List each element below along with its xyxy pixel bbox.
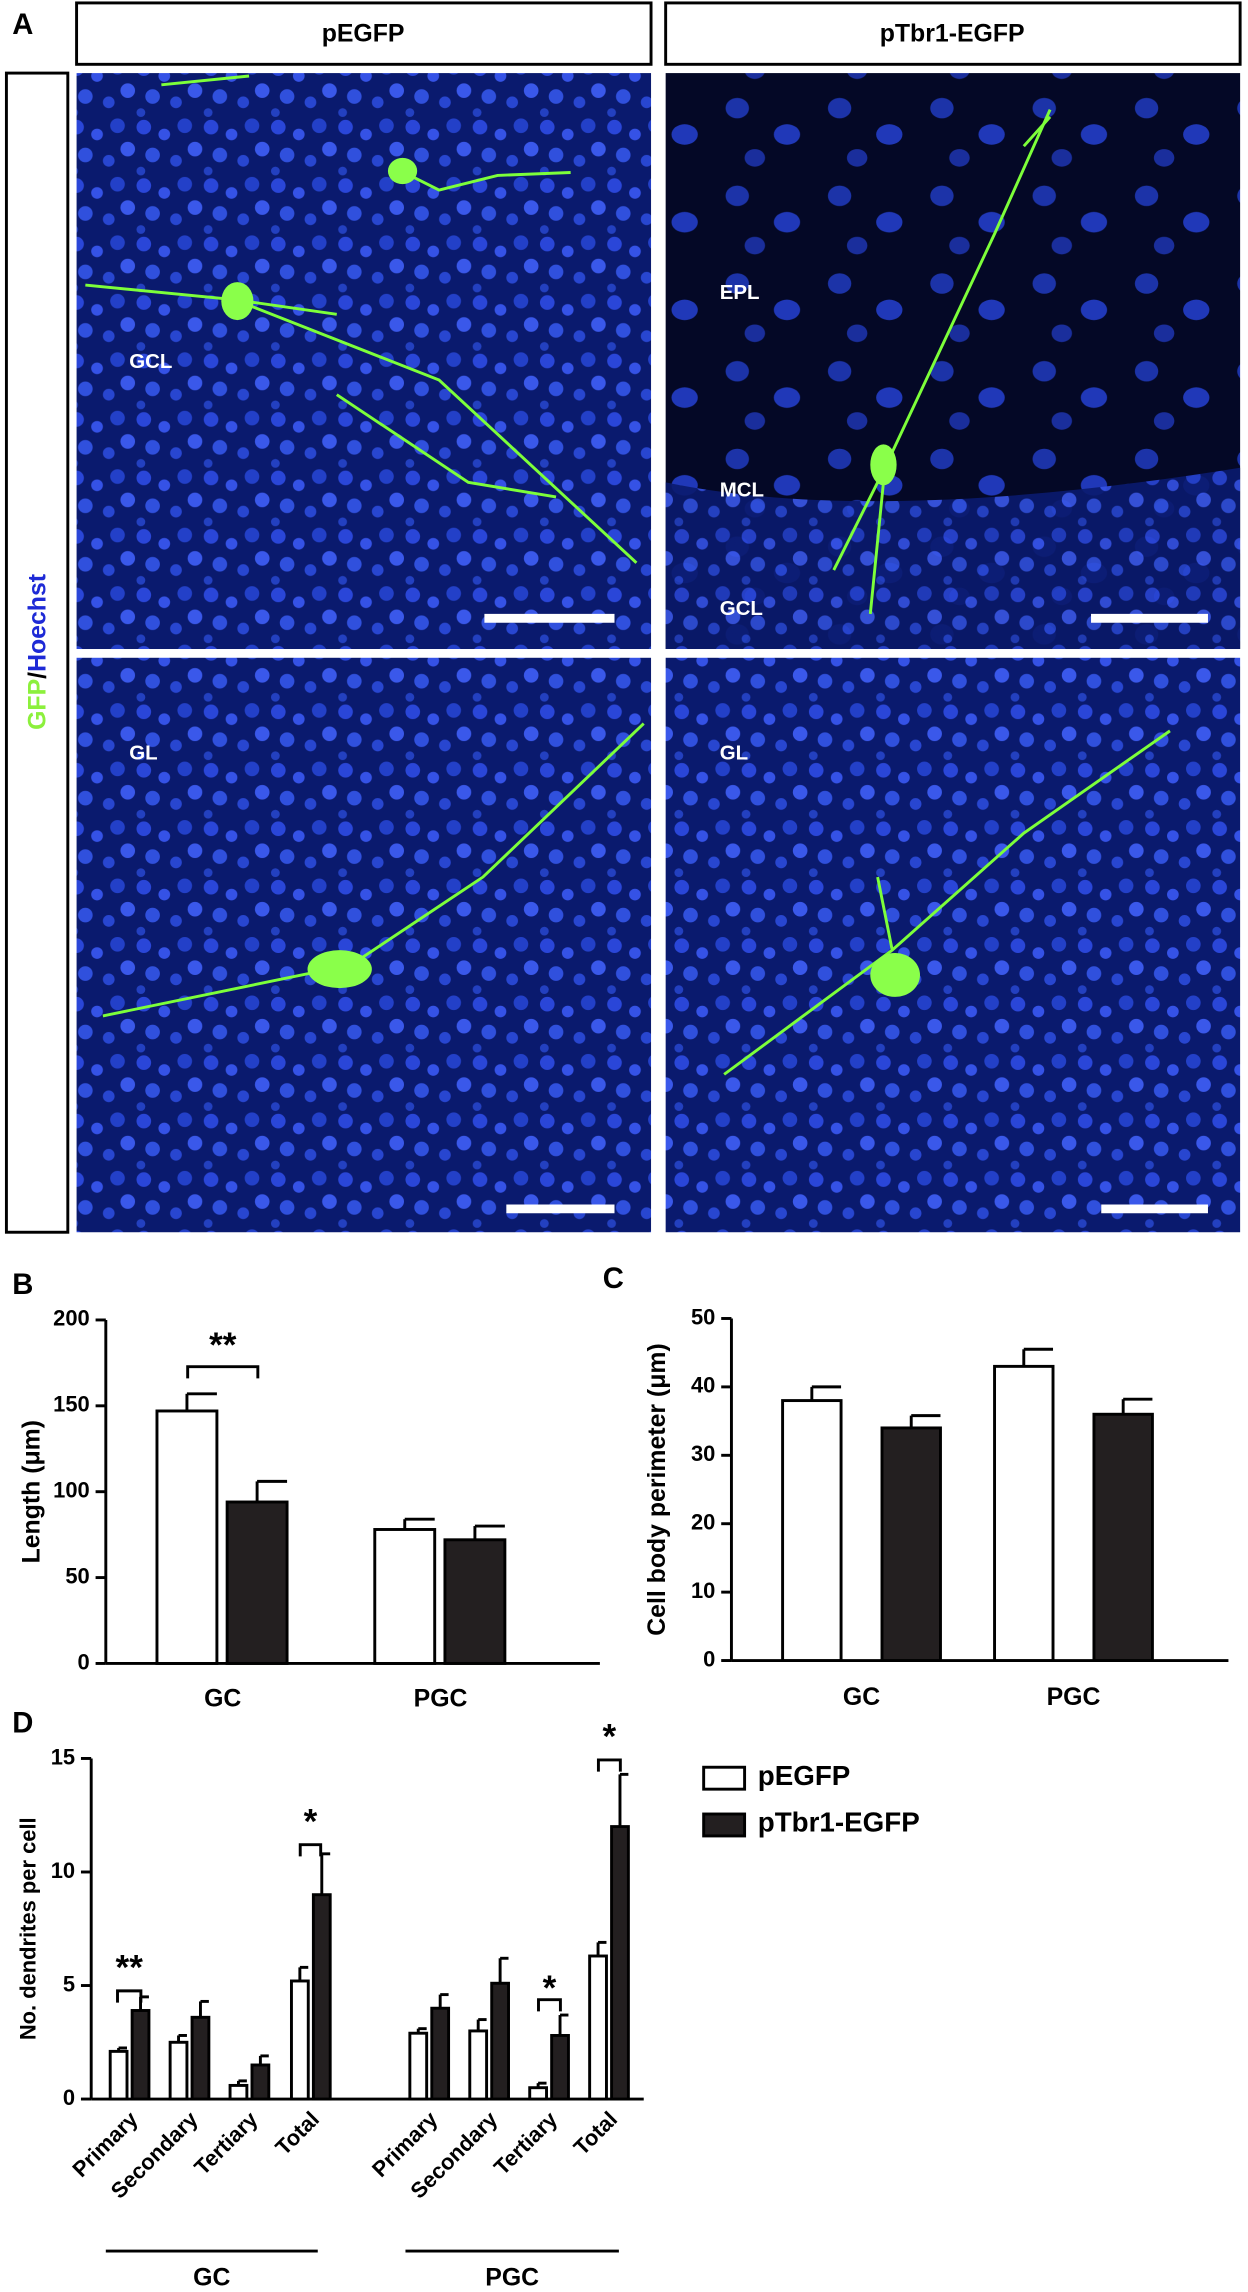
side-label-part: Hoechst <box>24 574 51 672</box>
bar <box>289 1979 310 2101</box>
y-tick-label: 30 <box>691 1441 715 1466</box>
bar <box>468 2029 489 2101</box>
x-tick-label: GC <box>204 1686 241 1713</box>
header-box <box>664 1 1242 66</box>
side-label-part: GFP <box>24 679 51 730</box>
bar <box>108 2049 129 2101</box>
layer-label: GL <box>720 742 748 765</box>
bar <box>190 2015 211 2101</box>
y-tick-label: 10 <box>691 1578 715 1603</box>
group-label: PGC <box>485 2264 539 2291</box>
bar <box>490 1981 510 2101</box>
bar <box>228 2083 249 2101</box>
legend-swatch <box>702 1765 747 1791</box>
bar <box>993 1364 1055 1662</box>
header: pTbr1-EGFP <box>880 21 1025 48</box>
significance-label: ** <box>116 1949 144 1988</box>
bar <box>550 2034 570 2101</box>
bar <box>225 1500 289 1665</box>
significance-label: * <box>603 1718 617 1757</box>
neurons <box>85 74 1171 1076</box>
y-tick-label: 5 <box>63 1971 75 1996</box>
panel-letter: D <box>12 1708 33 1740</box>
x-tick-label: Tertiary <box>489 2106 563 2180</box>
y-axis-label: Length (μm) <box>18 1420 45 1563</box>
side-label: GFP/Hoechst <box>24 574 51 730</box>
scale-bars <box>484 613 1208 1214</box>
bar <box>250 2063 271 2101</box>
panel-letter: A <box>12 9 33 41</box>
significance-label: * <box>543 1969 557 2008</box>
cell-layer <box>665 467 1241 650</box>
y-tick-label: 100 <box>53 1477 90 1502</box>
micrograph <box>76 657 652 1233</box>
bar <box>430 2006 451 2101</box>
y-tick-label: 200 <box>53 1306 90 1331</box>
x-tick-label: Total <box>569 2107 623 2161</box>
group-label: GC <box>193 2264 230 2291</box>
bar <box>610 1825 630 2101</box>
side-label-box <box>4 71 70 1234</box>
x-tick-label: PGC <box>1047 1684 1101 1711</box>
layer-label: EPL <box>720 281 760 304</box>
significance-bracket <box>537 1998 562 2012</box>
y-tick-label: 40 <box>691 1373 715 1398</box>
significance-bracket <box>596 1758 622 1772</box>
cell-bodies <box>221 157 921 997</box>
y-tick-label: 0 <box>78 1649 90 1674</box>
legend-label: pTbr1-EGFP <box>758 1807 920 1838</box>
y-tick-label: 150 <box>53 1392 90 1417</box>
bar <box>588 1954 608 2101</box>
side-label-part: / <box>24 672 51 679</box>
y-axis-label: Cell body perimeter (μm) <box>644 1343 671 1636</box>
y-tick-label: 20 <box>691 1510 715 1535</box>
x-tick-label: PGC <box>414 1686 468 1713</box>
layer-label: GL <box>129 742 157 765</box>
legend-label: pEGFP <box>758 1760 851 1791</box>
y-tick-label: 15 <box>51 1744 75 1769</box>
x-tick-label: Total <box>270 2107 324 2161</box>
significance-label: * <box>304 1803 318 1842</box>
micrograph <box>665 657 1241 1233</box>
layer-label: GCL <box>720 597 763 620</box>
y-tick-label: 50 <box>65 1563 89 1588</box>
y-tick-label: 0 <box>703 1646 715 1671</box>
x-tick-label: Tertiary <box>189 2106 263 2180</box>
x-tick-label: GC <box>843 1684 880 1711</box>
bar <box>443 1538 507 1665</box>
bar <box>311 1893 332 2101</box>
y-tick-label: 0 <box>63 2085 75 2110</box>
y-tick-label: 50 <box>691 1304 715 1329</box>
bar <box>1092 1412 1154 1662</box>
significance-bracket <box>186 1365 260 1379</box>
legend-swatch <box>702 1812 747 1838</box>
significance-bracket <box>116 1989 143 2003</box>
y-tick-label: 10 <box>51 1858 75 1883</box>
layer-label: MCL <box>720 479 764 502</box>
bar <box>408 2031 429 2101</box>
bar <box>373 1528 437 1665</box>
bar <box>168 2040 189 2101</box>
bar <box>155 1409 219 1665</box>
header: pEGFP <box>322 21 405 48</box>
significance-label: ** <box>209 1326 237 1365</box>
bar <box>528 2086 548 2101</box>
micrograph <box>76 73 652 650</box>
bar <box>130 2009 151 2101</box>
layer-label: GCL <box>129 350 172 373</box>
bar <box>781 1399 843 1662</box>
y-axis-label: No. dendrites per cell <box>16 1817 41 2040</box>
significance-bracket <box>298 1843 323 1857</box>
bar <box>880 1426 942 1662</box>
panel-letter: C <box>603 1263 624 1295</box>
panel-letter: B <box>12 1269 33 1301</box>
header-box <box>75 1 653 66</box>
